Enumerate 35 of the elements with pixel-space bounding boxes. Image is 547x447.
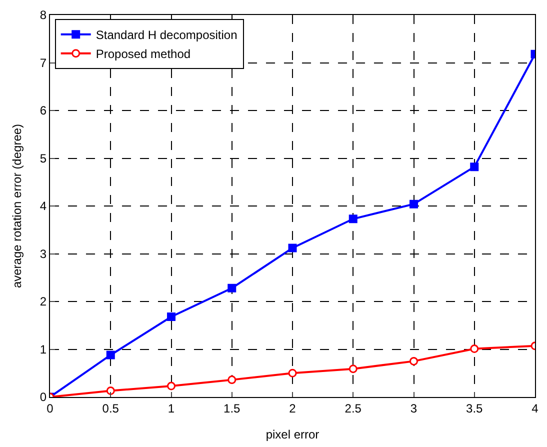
legend-label: Proposed method [96,47,191,61]
point [410,356,418,366]
point [348,364,358,374]
x-tick-label: 1 [168,401,175,416]
y-tick-label: 7 [40,56,47,70]
point [410,200,418,208]
x-tick-label: 4 [532,401,539,416]
point [167,312,176,322]
x-tick-label: 1.5 [224,401,241,416]
y-tick-label: 0 [40,390,47,404]
y-tick-label: 6 [40,104,47,118]
x-tick-label: 3 [410,401,418,416]
x-axis-title: pixel error [266,427,320,442]
point [106,386,115,396]
point [288,368,297,378]
y-tick-label: 5 [40,151,47,166]
x-tick-label: 2 [289,401,296,416]
y-tick-label: 8 [40,8,47,22]
x-tick-label: 2.5 [344,401,362,416]
point [288,244,297,252]
point [167,382,176,390]
point [348,214,358,224]
y-axis-title: average rotation error (degree) [10,124,24,288]
point [470,344,479,354]
y-tick-label: 4 [40,199,47,214]
point [106,350,115,360]
x-tick-label: 0.5 [102,401,120,416]
x-tick-label: 3.5 [466,401,484,416]
y-tick-label: 1 [40,342,47,356]
legend-label: Standard H decomposition [96,28,238,42]
point [228,284,236,292]
point [470,162,479,172]
y-tick-label: 3 [40,246,47,261]
y-tick-label: 2 [40,294,47,309]
point [228,376,236,384]
